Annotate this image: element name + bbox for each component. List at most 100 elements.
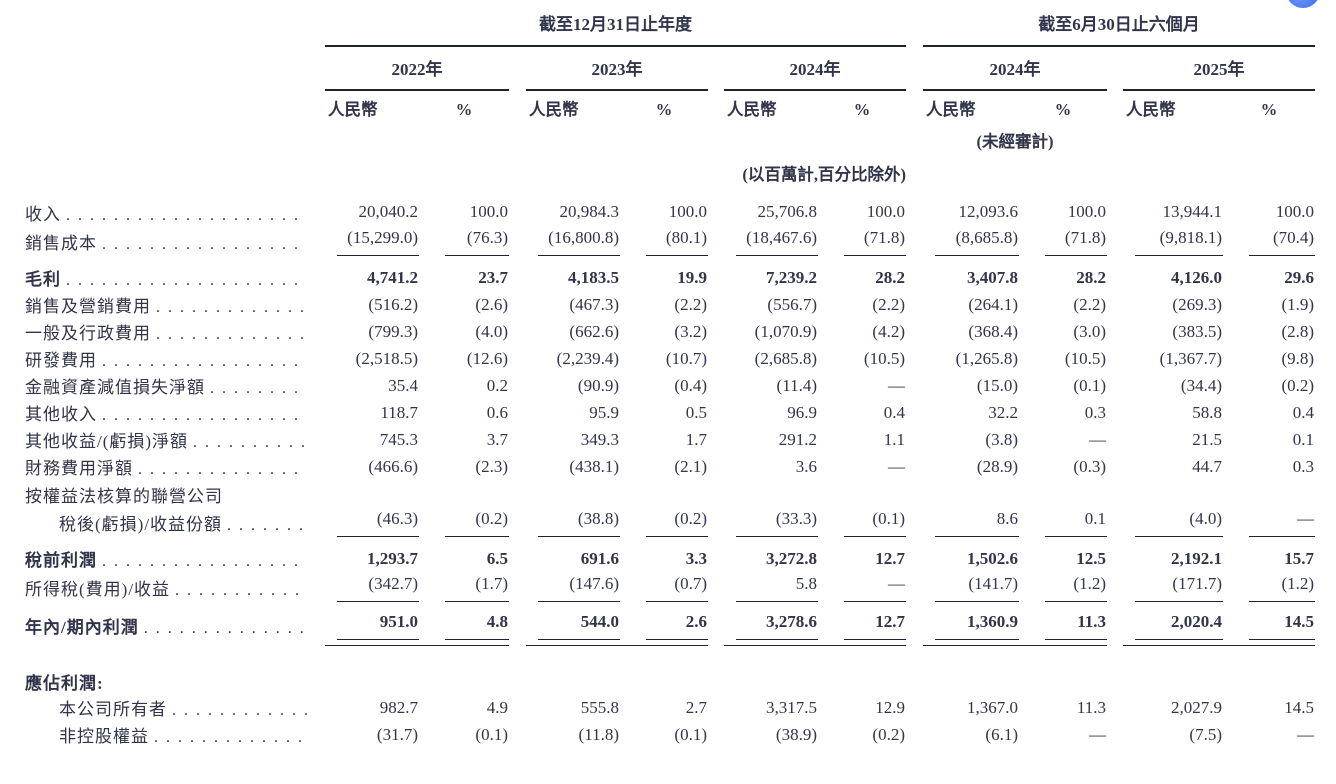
row-label-text: 毛利	[25, 269, 61, 289]
value-cell-rmb: 951.0	[325, 602, 419, 640]
value-cell-rmb: 20,984.3	[559, 202, 620, 222]
value-cell-pct: (0.1)	[674, 724, 707, 744]
value-cell-pct: 0.4	[883, 402, 905, 422]
value-cell-pct: 3.3	[685, 548, 707, 568]
table-row: 一般及行政費用 (799.3) (4.0) (662.6) (3.2) (1,070.9)…	[25, 319, 1315, 346]
table-row: 稅後(虧損)/收益份額(46.3)(0.2)(38.8)(0.2)(33.3)(…	[25, 508, 1316, 537]
value-cell-rmb: (11.4)	[776, 375, 817, 395]
value-cell-rmb: 555.8	[580, 697, 619, 717]
value-cell-pct: (2.2)	[1073, 294, 1106, 314]
value-cell-rmb: (38.9)	[775, 724, 817, 744]
table-row: 金融資產減值損失淨額 35.4 0.2 (90.9) (0.4) (11.4) — (15.0…	[25, 373, 1315, 400]
row-label-text: 收入	[25, 204, 61, 224]
value-cell-rmb: 7,239.2	[766, 267, 817, 287]
value-cell-pct: 11.3	[1019, 602, 1107, 640]
value-cell-rmb: (46.3)	[325, 508, 419, 537]
value-cell-pct: 4.9	[486, 697, 508, 717]
dot-leader	[144, 617, 307, 640]
dot-leader	[175, 579, 307, 602]
value-cell-rmb: (34.4)	[1180, 375, 1222, 395]
percent-header: %	[853, 100, 871, 120]
value-cell-rmb: (31.7)	[376, 724, 418, 744]
row-label-text: 非控股權益	[59, 727, 149, 747]
value-cell-rmb: 2,027.9	[1171, 697, 1222, 717]
period-group-header-row: 截至12月31日止年度 截至6月30日止六個月	[25, 14, 1316, 48]
value-cell-pct: 29.6	[1284, 267, 1315, 287]
value-cell-rmb: (38.8)	[526, 508, 620, 537]
value-cell-rmb: (15,299.0)	[325, 227, 419, 256]
financial-summary-document: 截至12月31日止年度 截至6月30日止六個月 2022年 2023年 2024…	[0, 0, 1336, 749]
value-cell-pct: 11.3	[1076, 697, 1106, 717]
value-cell-pct: (0.7)	[620, 573, 708, 602]
dot-leader	[156, 323, 307, 346]
value-cell-rmb: (1,070.9)	[754, 321, 817, 341]
row-label-text: 金融資產減值損失淨額	[25, 377, 205, 397]
value-cell-rmb: (438.1)	[569, 456, 619, 476]
value-cell-rmb: 1,502.6	[967, 548, 1018, 568]
value-cell-pct: —	[888, 375, 905, 395]
value-cell-pct: (2.2)	[872, 294, 905, 314]
row-label: 其他收益/(虧損)淨額	[25, 427, 325, 454]
value-cell-pct: 15.7	[1284, 548, 1315, 568]
value-cell-pct: 12.9	[875, 697, 905, 717]
value-cell-rmb: (7.5)	[1189, 724, 1222, 744]
value-cell-rmb: (264.1)	[968, 294, 1018, 314]
row-label-text: 稅後(虧損)/收益份額	[59, 514, 223, 534]
value-cell-pct: (0.2)	[872, 724, 905, 744]
table-row: 所得稅(費用)/收益 (342.7)(1.7) (147.6)(0.7) 5.8— (1…	[25, 573, 1316, 602]
dot-leader	[138, 458, 307, 481]
value-cell-rmb: (171.7)	[1123, 573, 1223, 602]
row-label-text: 財務費用淨額	[25, 458, 133, 478]
value-cell-rmb: (11.8)	[578, 724, 619, 744]
value-cell-rmb: (6.1)	[985, 724, 1018, 744]
value-cell-pct: —	[1223, 508, 1316, 537]
row-label: 按權益法核算的聯營公司	[25, 481, 325, 508]
value-cell-rmb: 291.2	[778, 429, 817, 449]
dot-leader	[102, 233, 307, 256]
row-label-text: 銷售及營銷費用	[25, 296, 151, 316]
value-cell-pct: 12.7	[875, 548, 905, 568]
value-cell-pct: 28.2	[875, 267, 905, 287]
value-cell-pct: (4.2)	[872, 321, 905, 341]
value-cell-pct: 0.3	[1084, 402, 1106, 422]
value-cell-rmb: 982.7	[379, 697, 418, 717]
row-label-text: 其他收入	[25, 404, 97, 424]
table-row: 銷售成本 (15,299.0)(76.3) (16,800.8)(80.1) (18,…	[25, 227, 1316, 256]
value-cell-rmb: (15.0)	[976, 375, 1018, 395]
value-cell-rmb: (16,800.8)	[526, 227, 620, 256]
value-cell-pct: (2.2)	[674, 294, 707, 314]
value-cell-rmb: (516.2)	[368, 294, 418, 314]
value-cell-rmb: (90.9)	[577, 375, 619, 395]
value-cell-pct: 1.7	[685, 429, 707, 449]
row-label-text: 應佔利潤:	[25, 673, 104, 693]
value-cell-pct: 3.7	[486, 429, 508, 449]
value-cell-rmb: 4,126.0	[1171, 267, 1222, 287]
units-note: (以百萬計,百分比除外)	[742, 165, 906, 185]
row-label: 金融資產減值損失淨額	[25, 373, 325, 400]
value-cell-pct: (3.2)	[674, 321, 707, 341]
unaudited-note: (未經審計)	[976, 131, 1054, 151]
value-cell-pct: 23.7	[478, 267, 508, 287]
value-cell-rmb: 4,741.2	[367, 267, 418, 287]
year-2022: 2022年	[325, 46, 509, 92]
value-cell-pct: (0.1)	[475, 724, 508, 744]
value-cell-rmb: (368.4)	[968, 321, 1018, 341]
percent-header: %	[1260, 100, 1278, 120]
table-row: 收入 20,040.2 100.0 20,984.3 100.0 25,706.8 100.…	[25, 200, 1315, 227]
value-cell-pct: (76.3)	[419, 227, 509, 256]
value-cell-pct: 0.5	[685, 402, 707, 422]
table-row: 按權益法核算的聯營公司	[25, 481, 1315, 508]
value-cell-pct: 14.5	[1223, 602, 1316, 640]
value-cell-pct: (10.5)	[863, 348, 905, 368]
value-cell-rmb: 1,360.9	[923, 602, 1019, 640]
row-label-text: 稅前利潤	[25, 550, 97, 570]
value-cell-rmb: (141.7)	[923, 573, 1019, 602]
year-2023: 2023年	[526, 46, 708, 92]
value-cell-rmb: 95.9	[589, 402, 619, 422]
value-cell-pct: —	[888, 456, 905, 476]
value-cell-pct: (0.2)	[419, 508, 509, 537]
currency-header: 人民幣	[529, 100, 579, 120]
row-label: 一般及行政費用	[25, 319, 325, 346]
value-cell-pct: (2.3)	[475, 456, 508, 476]
dot-leader	[154, 726, 307, 749]
